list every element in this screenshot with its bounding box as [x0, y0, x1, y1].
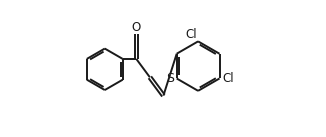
Text: O: O	[132, 21, 141, 34]
Text: S: S	[166, 72, 174, 85]
Text: Cl: Cl	[185, 28, 197, 42]
Text: Cl: Cl	[222, 72, 234, 85]
